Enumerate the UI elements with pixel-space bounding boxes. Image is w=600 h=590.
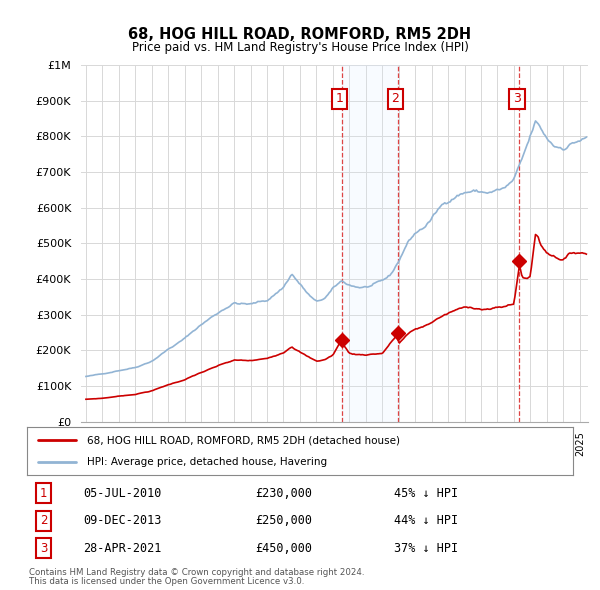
Text: 1: 1 bbox=[335, 92, 343, 105]
Text: 68, HOG HILL ROAD, ROMFORD, RM5 2DH (detached house): 68, HOG HILL ROAD, ROMFORD, RM5 2DH (det… bbox=[87, 435, 400, 445]
Text: 2: 2 bbox=[391, 92, 399, 105]
Text: Contains HM Land Registry data © Crown copyright and database right 2024.: Contains HM Land Registry data © Crown c… bbox=[29, 568, 364, 576]
Text: 09-DEC-2013: 09-DEC-2013 bbox=[83, 514, 162, 527]
Text: 05-JUL-2010: 05-JUL-2010 bbox=[83, 487, 162, 500]
Text: 1: 1 bbox=[40, 487, 47, 500]
Text: 3: 3 bbox=[513, 92, 521, 105]
Text: 28-APR-2021: 28-APR-2021 bbox=[83, 542, 162, 555]
Text: 44% ↓ HPI: 44% ↓ HPI bbox=[394, 514, 458, 527]
Text: £230,000: £230,000 bbox=[255, 487, 312, 500]
Text: 2: 2 bbox=[40, 514, 47, 527]
Text: 3: 3 bbox=[40, 542, 47, 555]
Text: £450,000: £450,000 bbox=[255, 542, 312, 555]
Text: Price paid vs. HM Land Registry's House Price Index (HPI): Price paid vs. HM Land Registry's House … bbox=[131, 41, 469, 54]
Text: HPI: Average price, detached house, Havering: HPI: Average price, detached house, Have… bbox=[87, 457, 327, 467]
Bar bbox=[342, 65, 398, 422]
Text: 68, HOG HILL ROAD, ROMFORD, RM5 2DH: 68, HOG HILL ROAD, ROMFORD, RM5 2DH bbox=[128, 27, 472, 42]
Text: £250,000: £250,000 bbox=[255, 514, 312, 527]
Text: This data is licensed under the Open Government Licence v3.0.: This data is licensed under the Open Gov… bbox=[29, 577, 304, 586]
Text: 37% ↓ HPI: 37% ↓ HPI bbox=[394, 542, 458, 555]
Text: 45% ↓ HPI: 45% ↓ HPI bbox=[394, 487, 458, 500]
